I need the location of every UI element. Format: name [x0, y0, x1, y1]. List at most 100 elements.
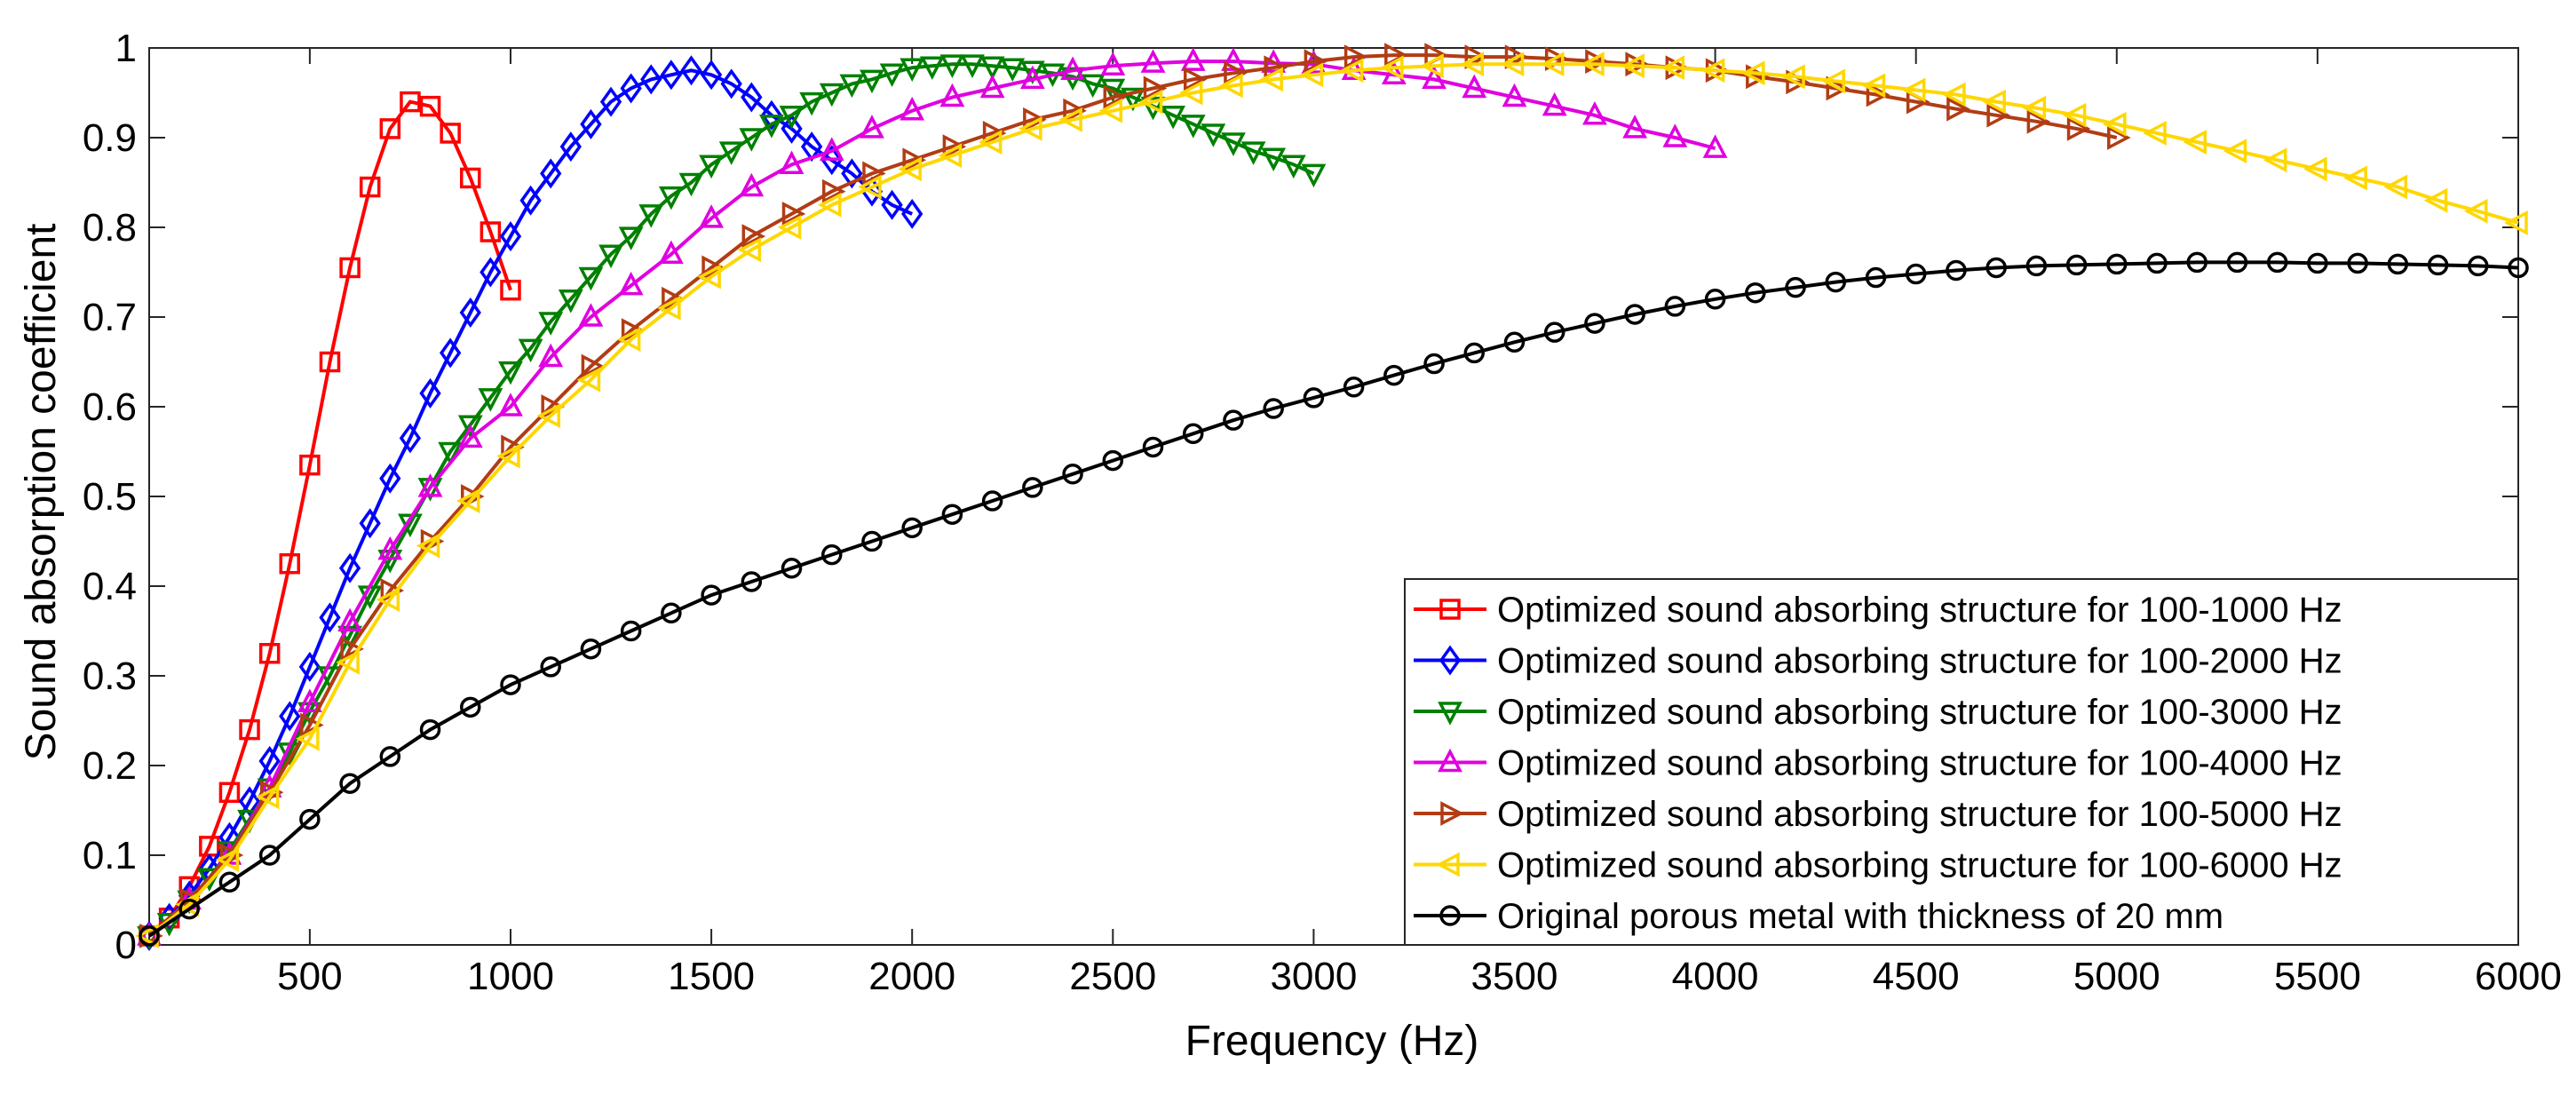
data-point [1785, 276, 1806, 298]
data-point [1343, 377, 1365, 398]
data-point [1303, 387, 1325, 409]
data-point [296, 726, 320, 751]
data-point [879, 63, 905, 88]
data-point [359, 508, 381, 539]
data-point [258, 745, 281, 776]
data-point [1380, 55, 1404, 81]
data-point [359, 176, 381, 198]
data-point [1422, 65, 1447, 90]
data-point [737, 237, 762, 263]
data-point [480, 221, 502, 242]
data-point [680, 55, 702, 86]
data-point [1182, 423, 1204, 445]
data-point [960, 54, 985, 78]
data-point [739, 172, 765, 197]
data-point [379, 746, 401, 767]
data-point [1022, 477, 1043, 498]
data-point [618, 226, 644, 250]
series-6 [135, 52, 2528, 948]
data-point [580, 108, 602, 139]
data-point [817, 192, 842, 218]
data-point [218, 871, 241, 893]
data-point [1219, 73, 1243, 99]
data-point [1381, 60, 1407, 85]
data-point [2343, 165, 2367, 191]
legend-marker [1440, 801, 1464, 826]
x-tick-label: 2000 [868, 955, 955, 998]
data-point [540, 656, 561, 678]
y-tick-label: 0.7 [83, 296, 137, 339]
data-point [1741, 60, 1765, 86]
data-point [1019, 116, 1042, 141]
x-tick-label: 3000 [1270, 955, 1357, 998]
data-point [2065, 254, 2088, 276]
data-point [799, 91, 825, 116]
data-point [1584, 313, 1605, 334]
data-point [1098, 98, 1123, 123]
data-point [438, 441, 464, 466]
data-point [1304, 49, 1328, 75]
data-point [820, 544, 843, 566]
data-point [417, 473, 443, 497]
data-point [1821, 68, 1846, 94]
data-point [1581, 52, 1605, 77]
data-point [621, 318, 646, 344]
data-point [2223, 139, 2247, 164]
data-point [1460, 52, 1485, 77]
data-point [1180, 115, 1206, 139]
data-point [982, 121, 1007, 146]
data-point [860, 115, 884, 139]
data-point [1463, 342, 1486, 364]
data-point [339, 773, 361, 794]
data-point [1339, 58, 1364, 83]
legend-label: Optimized sound absorbing structure for … [1497, 795, 2342, 834]
data-point [1201, 123, 1226, 147]
data-point [1901, 77, 1926, 103]
data-point [697, 264, 721, 290]
data-point [1259, 67, 1283, 92]
data-point [678, 172, 704, 197]
data-point [1261, 147, 1287, 171]
data-point [1502, 83, 1527, 107]
data-point [1700, 58, 1725, 83]
legend-label: Original porous metal with thickness of … [1497, 897, 2223, 936]
data-point [336, 649, 360, 675]
data-point [300, 712, 324, 738]
data-point [1621, 53, 1645, 79]
data-point [760, 99, 783, 131]
data-point [2066, 116, 2091, 141]
series-1 [139, 91, 521, 947]
data-point [1183, 67, 1208, 92]
data-point [862, 161, 886, 186]
legend-entry: Optimized sound absorbing structure for … [1414, 795, 2342, 834]
data-point [2347, 252, 2368, 274]
data-point [536, 403, 560, 428]
y-axis-title: Sound absorption coefficient [18, 224, 65, 761]
data-point [1280, 155, 1306, 179]
data-point [1624, 304, 1645, 325]
data-point [700, 60, 723, 91]
data-point [1543, 321, 1565, 343]
data-point [457, 415, 483, 439]
data-point [901, 517, 923, 539]
data-point [459, 297, 481, 328]
data-point [379, 463, 401, 494]
y-tick-label: 0.1 [83, 834, 137, 877]
data-point [440, 123, 461, 144]
data-point [599, 86, 622, 117]
data-point [1383, 364, 1405, 386]
data-point [255, 784, 280, 810]
legend-label: Optimized sound absorbing structure for … [1497, 693, 2342, 732]
data-point [337, 607, 362, 632]
data-point [1946, 96, 1970, 122]
data-point [718, 141, 744, 165]
data-point [938, 143, 963, 169]
data-point [819, 137, 844, 161]
data-point [258, 845, 281, 866]
data-point [1063, 98, 1087, 123]
data-point [1221, 47, 1246, 71]
data-point [1503, 331, 1526, 353]
data-point [701, 255, 725, 281]
data-point [1023, 107, 1047, 132]
data-point [779, 106, 805, 130]
